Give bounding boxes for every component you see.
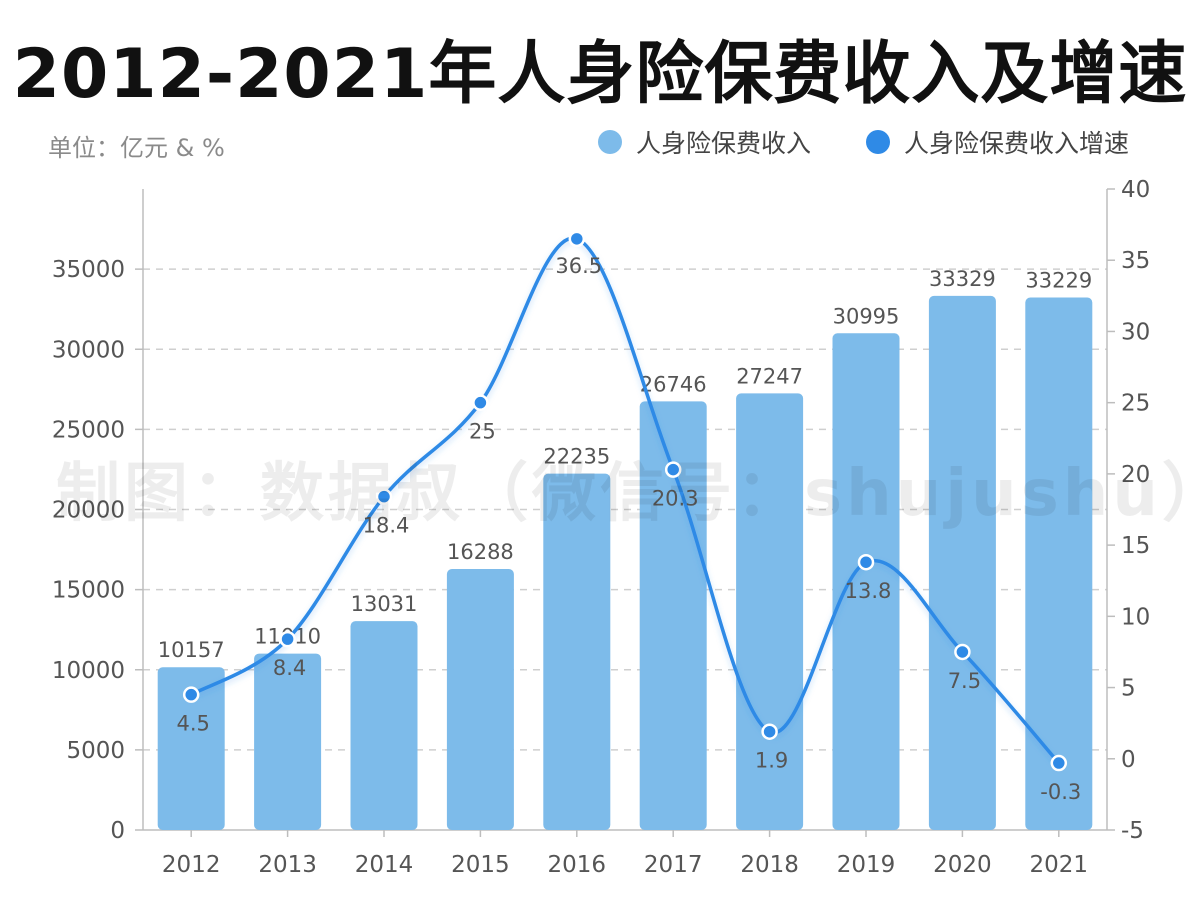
line-value-label: 13.8 [845,579,892,603]
line-point [568,230,586,248]
bar-value-label: 10157 [158,638,225,662]
bar [157,667,225,830]
legend-bar-label: 人身险保费收入 [636,129,812,158]
legend-item-line[interactable]: 人身险保费收入增速 [866,126,1129,158]
y-right-tick-label: 10 [1121,604,1150,630]
bar [928,295,996,830]
bar-value-label: 33329 [929,267,996,291]
line-point [664,461,682,478]
x-tick-label: 2012 [162,852,221,878]
y-right-tick-label: 20 [1121,462,1150,488]
y-left-tick-label: 15000 [52,578,125,604]
bar [832,333,900,830]
y-left-tick-label: 25000 [52,417,125,443]
line-value-label: -0.3 [1040,780,1081,804]
bar [543,473,611,830]
legend-line-swatch [866,130,890,154]
x-tick-label: 2016 [548,852,607,878]
y-right-tick-label: 30 [1121,319,1150,345]
bar-value-label: 26746 [640,372,707,396]
y-left-tick-label: 10000 [52,658,125,684]
line-point [472,394,489,411]
x-tick-label: 2013 [258,852,317,878]
line-value-label: 25 [469,420,496,444]
bar-value-label: 16288 [447,540,514,564]
axes: 0 5000 10000 15000 20000 25000 30000 35000 -5 0 5 1… [52,177,1150,878]
x-tick-label: 2014 [355,852,414,878]
line-value-label: 7.5 [948,669,981,693]
x-tick-label: 2021 [1030,852,1089,878]
y-right-tick-label: 15 [1121,533,1150,559]
y-left-tick-label: 5000 [66,738,125,764]
y-right-tick-label: 25 [1121,391,1150,417]
legend-bar-swatch [598,130,622,154]
bar [639,401,707,830]
y-left-tick-label: 20000 [52,498,125,524]
growth-line [189,236,1061,765]
bar-value-labels: 1015711010130311628822235267462724730995… [158,267,1092,662]
line-point [761,723,778,740]
x-tick-label: 2015 [451,852,510,878]
y-right-tick-label: 0 [1121,747,1136,773]
line-value-labels: 4.5 8.4 18.4 25 36.5 20.3 1.9 13.8 7.5 -0.3 [176,254,1081,804]
bar [446,568,514,830]
line-value-label: 18.4 [363,514,410,538]
y-right-tick-label: 35 [1121,248,1150,274]
unit-label: 单位：亿元 & % [48,134,225,162]
chart-title: 2012-2021年人身险保费收入及增速 [12,35,1188,114]
bar-value-label: 13031 [351,592,418,616]
line-point [182,686,200,703]
line-value-label: 8.4 [273,656,306,680]
y-right-tick-label: -5 [1121,818,1144,844]
line-value-label: 20.3 [652,487,699,511]
line-point [279,630,296,648]
y-right-tick-label: 40 [1121,177,1150,203]
bar-value-label: 27247 [736,364,803,388]
line-point [1050,754,1068,772]
y-left-tick-label: 30000 [52,337,125,363]
bar-value-label: 30995 [833,304,900,328]
line-value-label: 4.5 [176,712,209,736]
line-point [954,643,971,661]
y-left-tick-label: 0 [110,818,125,844]
legend-line-label: 人身险保费收入增速 [904,129,1130,158]
x-tick-label: 2019 [837,852,896,878]
y-left-tick-label: 35000 [52,257,125,283]
x-tick-label: 2017 [644,852,703,878]
line-value-label: 1.9 [755,749,788,773]
bar [350,621,418,830]
line-point [857,553,875,571]
legend-item-bar[interactable]: 人身险保费收入 [598,126,811,158]
bar-series [157,295,1093,831]
x-tick-label: 2018 [740,852,799,878]
bar-value-label: 22235 [543,445,610,469]
line-value-label: 36.5 [555,254,602,278]
bar [736,393,804,830]
x-tick-label: 2020 [933,852,992,878]
bar-value-label: 33229 [1025,269,1092,293]
y-right-tick-label: 5 [1121,676,1136,702]
line-point [375,488,393,505]
bar [1025,297,1093,831]
line-series [182,230,1068,772]
watermark-text: 制图：数据叔（微信号：shujushu） [56,457,1200,531]
bar [254,653,322,830]
